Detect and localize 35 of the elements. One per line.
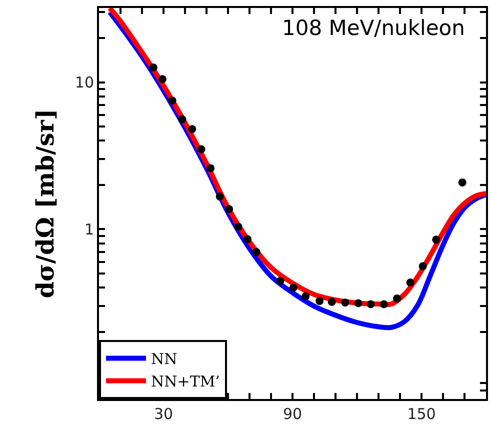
legend-label: NN+TM’ bbox=[151, 372, 220, 391]
point bbox=[406, 278, 414, 287]
point bbox=[328, 298, 336, 306]
point bbox=[188, 125, 196, 134]
annotation: 108 MeV/nukleon bbox=[282, 16, 465, 40]
point bbox=[158, 75, 166, 84]
legend-label: NN bbox=[151, 350, 178, 368]
y-tick-label: 1 bbox=[84, 220, 94, 238]
point bbox=[380, 300, 388, 308]
point bbox=[316, 296, 324, 305]
y-tick-label: 10 bbox=[74, 74, 94, 92]
point bbox=[149, 64, 158, 72]
point bbox=[276, 276, 284, 285]
point bbox=[366, 300, 375, 308]
point bbox=[354, 299, 362, 308]
x-tick-label: 90 bbox=[282, 405, 302, 423]
point bbox=[225, 205, 234, 214]
point bbox=[289, 284, 298, 292]
point bbox=[458, 178, 466, 186]
point bbox=[252, 248, 260, 256]
y-axis-title: dσ/dΩ [mb/sr] bbox=[30, 108, 60, 298]
point bbox=[178, 115, 186, 124]
point bbox=[206, 164, 215, 172]
point bbox=[392, 294, 401, 302]
point bbox=[244, 235, 252, 244]
point bbox=[216, 192, 224, 200]
point bbox=[197, 145, 206, 154]
point bbox=[168, 96, 176, 105]
x-tick-label: 30 bbox=[154, 405, 174, 423]
point bbox=[418, 262, 427, 270]
x-tick-label: 150 bbox=[407, 405, 436, 423]
point bbox=[234, 222, 242, 231]
point bbox=[341, 298, 350, 307]
point bbox=[432, 236, 440, 244]
point bbox=[302, 292, 310, 300]
